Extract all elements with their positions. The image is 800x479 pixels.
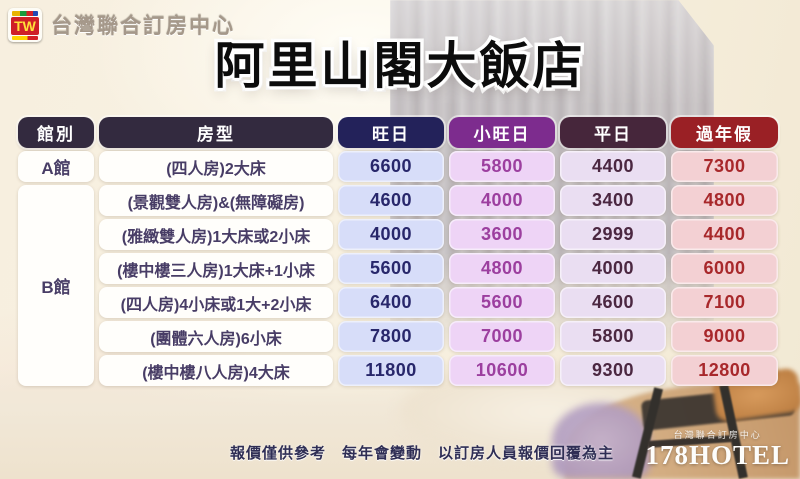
page-title: 阿里山閣大飯店 <box>211 35 586 98</box>
room-type-cell: (景觀雙人房)&(無障礙房) <box>99 185 333 216</box>
hall-cell-b: B館 <box>18 185 94 386</box>
price-cell: 7800 <box>338 321 444 352</box>
hall-cell-a: A館 <box>18 151 94 182</box>
price-cell: 4400 <box>671 219 778 250</box>
price-cell: 6400 <box>338 287 444 318</box>
price-cell: 6000 <box>671 253 778 284</box>
price-cell: 5800 <box>560 321 666 352</box>
price-cell: 4800 <box>671 185 778 216</box>
price-cell: 10600 <box>449 355 555 386</box>
column-header-hall: 館別 <box>18 117 94 148</box>
room-type-cell: (樓中樓三人房)1大床+1小床 <box>99 253 333 284</box>
column-header-small-peak: 小旺日 <box>449 117 555 148</box>
room-type-cell: (雅緻雙人房)1大床或2小床 <box>99 219 333 250</box>
price-cell: 3600 <box>449 219 555 250</box>
column-header-room-type: 房型 <box>99 117 333 148</box>
tw-logo-color-strip <box>12 35 38 40</box>
column-header-weekday: 平日 <box>560 117 666 148</box>
tw-logo-icon: TW <box>8 8 42 42</box>
brand-name: 台灣聯合訂房中心 <box>51 15 235 38</box>
room-type-cell: (樓中樓八人房)4大床 <box>99 355 333 386</box>
price-cell: 9000 <box>671 321 778 352</box>
price-cell: 6600 <box>338 151 444 182</box>
column-header-peak: 旺日 <box>338 117 444 148</box>
price-cell: 4800 <box>449 253 555 284</box>
footer-agency-name: 台灣聯合訂房中心 <box>673 430 762 440</box>
price-cell: 4600 <box>338 185 444 216</box>
column-header-newyear: 過年假 <box>671 117 778 148</box>
price-cell: 5800 <box>449 151 555 182</box>
disclaimer-text: 報價僅供參考 每年會變動 以訂房人員報價回覆為主 <box>229 445 614 462</box>
price-cell: 7100 <box>671 287 778 318</box>
price-cell: 5600 <box>449 287 555 318</box>
price-cell: 4600 <box>560 287 666 318</box>
price-cell: 4000 <box>338 219 444 250</box>
price-cell: 7000 <box>449 321 555 352</box>
price-cell: 12800 <box>671 355 778 386</box>
room-type-cell: (四人房)2大床 <box>99 151 333 182</box>
price-cell: 4000 <box>449 185 555 216</box>
tw-logo-color-strip <box>12 10 38 16</box>
price-table: 館別 房型 旺日 小旺日 平日 過年假 A館 B館 (四人房)2大床 6600 … <box>18 117 778 386</box>
price-cell: 11800 <box>338 355 444 386</box>
price-cell: 4400 <box>560 151 666 182</box>
price-cell: 2999 <box>560 219 666 250</box>
price-cell: 4000 <box>560 253 666 284</box>
brand-logo: TW 台灣聯合訂房中心 <box>8 8 235 42</box>
price-cell: 7300 <box>671 151 778 182</box>
price-cell: 3400 <box>560 185 666 216</box>
footer-brand: 台灣聯合訂房中心 178HOTEL <box>645 428 790 469</box>
room-type-cell: (四人房)4小床或1大+2小床 <box>99 287 333 318</box>
room-type-cell: (團體六人房)6小床 <box>99 321 333 352</box>
tw-logo-letters: TW <box>11 16 39 35</box>
footer-brand-logo: 178HOTEL <box>645 440 790 470</box>
price-cell: 9300 <box>560 355 666 386</box>
price-cell: 5600 <box>338 253 444 284</box>
